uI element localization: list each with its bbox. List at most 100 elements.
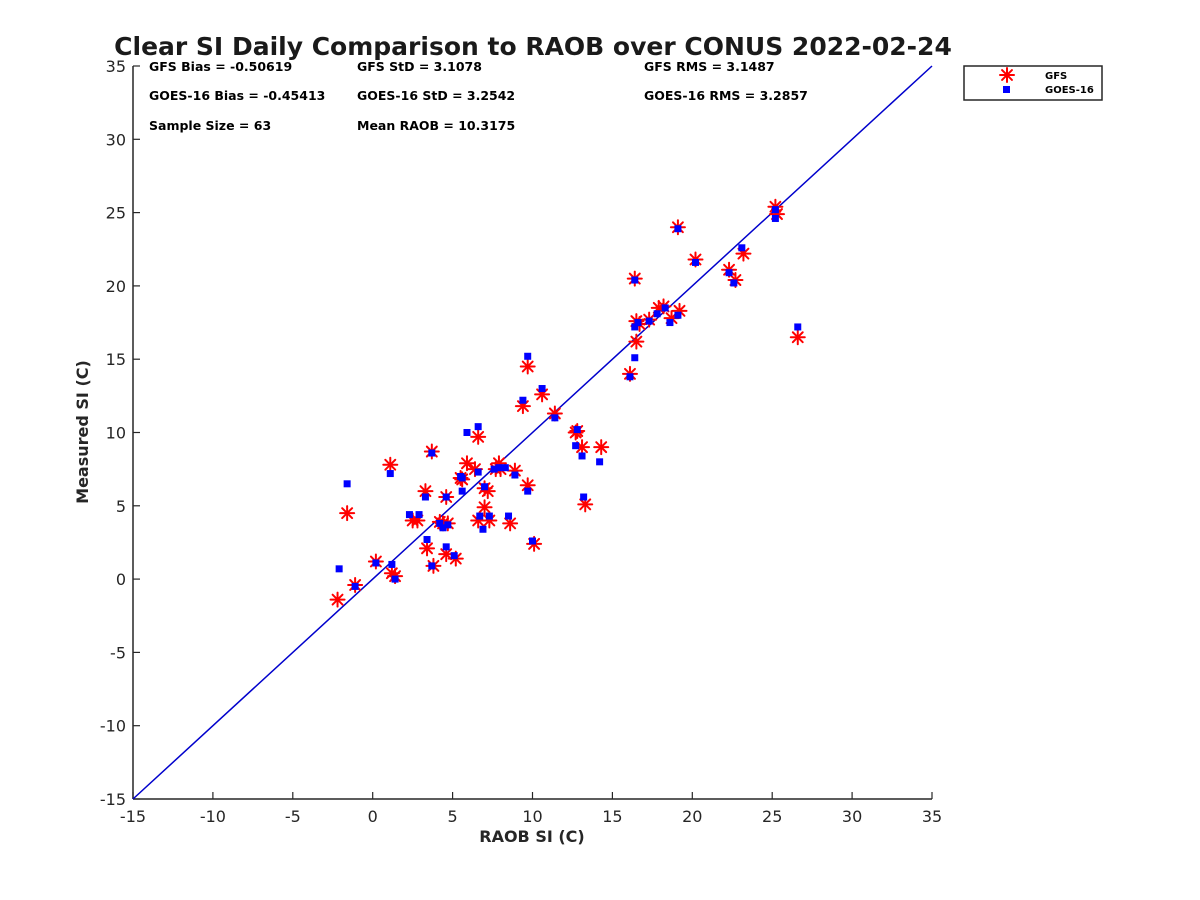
x-tick-label: 35	[922, 807, 942, 826]
goes16-point	[335, 565, 343, 573]
goes16-point	[458, 487, 466, 495]
goes16-point	[551, 414, 559, 422]
goes16-point	[391, 575, 399, 583]
goes16-point	[481, 483, 489, 491]
y-tick-label: 15	[106, 350, 126, 369]
gfs-series	[329, 198, 806, 608]
goes16-point	[501, 464, 509, 472]
goes16-point	[572, 442, 580, 450]
goes16-point	[495, 464, 503, 472]
goes16-point	[626, 373, 634, 381]
chart-title: Clear SI Daily Comparison to RAOB over C…	[114, 32, 952, 61]
y-tick-label: 20	[106, 277, 126, 296]
gfs-point	[470, 428, 487, 445]
gfs-point	[458, 455, 475, 472]
stat-sample-size: Sample Size = 63	[149, 118, 271, 133]
x-tick-label: 25	[762, 807, 782, 826]
goes16-point	[529, 537, 536, 545]
goes16-point	[442, 543, 450, 551]
stat-goes-bias: GOES-16 Bias = -0.45413	[149, 88, 325, 103]
y-tick-label: 0	[116, 570, 126, 589]
stat-mean-raob: Mean RAOB = 10.3175	[357, 118, 515, 133]
goes16-point	[386, 470, 394, 478]
goes16-point	[538, 385, 546, 393]
goes16-point	[631, 276, 639, 284]
goes16-point	[524, 352, 532, 360]
x-tick-label: 15	[602, 807, 622, 826]
goes16-point	[674, 311, 682, 319]
axis-ticks: -15 -10 -5 0 5 10 15 20 25 30 35 -15 -10 -5 0 5 10 15 20 25…	[100, 57, 942, 826]
x-tick-label: -15	[120, 807, 146, 826]
goes16-point	[573, 426, 581, 434]
goes16-point	[634, 319, 642, 327]
gfs-point	[382, 456, 399, 473]
goes16-point	[666, 319, 674, 327]
goes16-point	[738, 244, 746, 252]
x-tick-label: 10	[522, 807, 542, 826]
goes16-point	[524, 487, 532, 495]
goes16-point	[474, 423, 482, 431]
goes16-point	[405, 511, 413, 519]
goes16-point	[725, 269, 733, 277]
goes16-point	[343, 480, 351, 488]
gfs-point	[519, 358, 536, 375]
goes16-point	[436, 519, 444, 527]
goes16-point	[578, 452, 586, 460]
goes16-point	[519, 396, 527, 404]
goes16-point	[450, 552, 458, 560]
one-to-one-line	[132, 65, 933, 800]
y-tick-label: 25	[106, 204, 126, 223]
y-axis-label: Measured SI (C)	[73, 360, 92, 504]
goes16-point	[631, 323, 639, 331]
gfs-point	[419, 540, 436, 557]
y-tick-label: 5	[116, 497, 126, 516]
goes16-point	[490, 465, 498, 473]
legend-goes-label: GOES-16	[1045, 85, 1094, 96]
y-tick-label: 35	[106, 57, 126, 76]
x-axis-label: RAOB SI (C)	[479, 827, 584, 846]
y-tick-label: 10	[106, 424, 126, 443]
goes16-point	[351, 582, 359, 590]
legend-gfs-label: GFS	[1045, 71, 1067, 82]
stat-gfs-bias: GFS Bias = -0.50619	[149, 59, 292, 74]
legend-gfs-asterisk-icon	[999, 67, 1015, 83]
goes16-point	[444, 521, 452, 529]
goes16-point	[421, 493, 429, 501]
y-tick-label: 30	[106, 130, 126, 149]
stat-goes-std: GOES-16 StD = 3.2542	[357, 88, 515, 103]
gfs-point	[628, 333, 645, 350]
goes16-point	[415, 511, 423, 519]
goes16-point	[794, 323, 802, 331]
gfs-point	[502, 515, 519, 532]
goes16-point	[645, 317, 653, 325]
stat-goes-rms: GOES-16 RMS = 3.2857	[644, 88, 808, 103]
gfs-point	[476, 499, 493, 516]
stat-gfs-std: GFS StD = 3.1078	[357, 59, 482, 74]
goes16-point	[674, 225, 682, 233]
y-tick-label: -10	[100, 717, 126, 736]
goes16-point	[479, 525, 487, 533]
goes16-point	[511, 471, 519, 479]
goes16-point	[439, 524, 447, 532]
gfs-point	[593, 439, 610, 456]
x-tick-label: 20	[682, 807, 702, 826]
gfs-point	[789, 329, 806, 346]
goes16-point	[474, 468, 482, 476]
goes16-series	[335, 206, 802, 590]
legend-gfs-asterisk-mark	[999, 67, 1015, 83]
x-tick-label: 30	[842, 807, 862, 826]
goes16-point	[771, 206, 779, 214]
goes16-point	[442, 493, 450, 501]
goes16-point	[428, 562, 436, 570]
gfs-point	[470, 512, 487, 529]
goes16-point	[388, 560, 396, 568]
goes16-point	[428, 449, 436, 457]
legend-goes-square-icon	[1003, 86, 1010, 93]
goes16-point	[691, 258, 699, 266]
goes16-point	[476, 512, 484, 520]
stat-gfs-rms: GFS RMS = 3.1487	[644, 59, 775, 74]
goes16-point	[463, 429, 471, 436]
goes16-point	[372, 559, 380, 567]
y-tick-label: -15	[100, 790, 126, 809]
